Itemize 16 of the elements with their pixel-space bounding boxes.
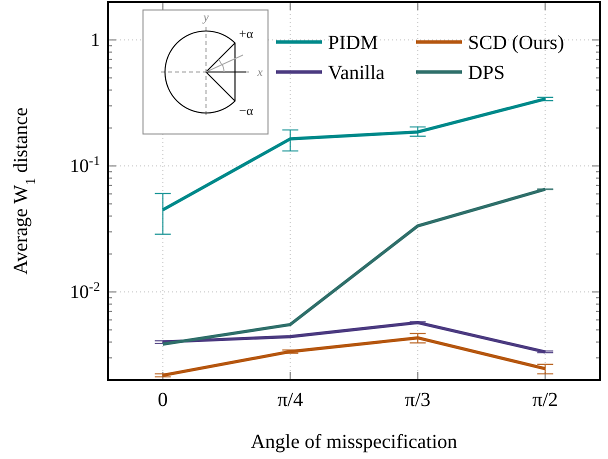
annotation: y <box>202 10 210 24</box>
x-tick-label: π/4 <box>277 389 304 411</box>
x-tick-label: 0 <box>158 389 168 411</box>
annotation: +α <box>238 26 254 41</box>
annotation: −α <box>238 103 254 118</box>
x-axis-title: Angle of misspecification <box>250 431 458 453</box>
annotation: x <box>256 65 264 79</box>
legend-label: Vanilla <box>328 62 385 84</box>
legend-label: SCD (Ours) <box>468 32 564 54</box>
x-tick-label: π/2 <box>532 389 558 411</box>
y-tick-label: 10$^{-1}$ <box>70 152 100 177</box>
x-tick-label: π/3 <box>404 389 431 411</box>
legend-label: PIDM <box>328 32 378 54</box>
legend-label: DPS <box>468 62 505 84</box>
y-tick-label: 1 <box>90 30 100 51</box>
y-tick-label: 10$^{-2}$ <box>70 278 100 303</box>
